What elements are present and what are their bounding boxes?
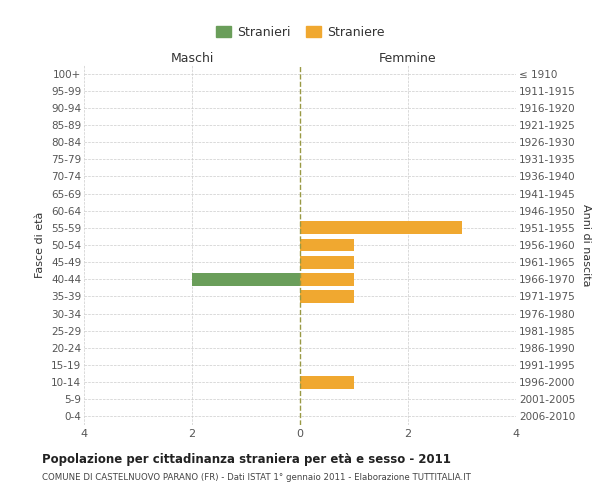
- Y-axis label: Anni di nascita: Anni di nascita: [581, 204, 591, 286]
- Bar: [300, 376, 354, 388]
- Bar: [300, 256, 354, 268]
- Bar: [300, 238, 354, 252]
- Text: Maschi: Maschi: [170, 52, 214, 65]
- Legend: Stranieri, Straniere: Stranieri, Straniere: [211, 21, 389, 44]
- Bar: [192, 273, 300, 285]
- Text: Femmine: Femmine: [379, 52, 437, 65]
- Y-axis label: Fasce di età: Fasce di età: [35, 212, 46, 278]
- Text: COMUNE DI CASTELNUOVO PARANO (FR) - Dati ISTAT 1° gennaio 2011 - Elaborazione TU: COMUNE DI CASTELNUOVO PARANO (FR) - Dati…: [42, 472, 471, 482]
- Text: Popolazione per cittadinanza straniera per età e sesso - 2011: Popolazione per cittadinanza straniera p…: [42, 452, 451, 466]
- Bar: [300, 273, 354, 285]
- Bar: [300, 290, 354, 303]
- Bar: [300, 222, 462, 234]
